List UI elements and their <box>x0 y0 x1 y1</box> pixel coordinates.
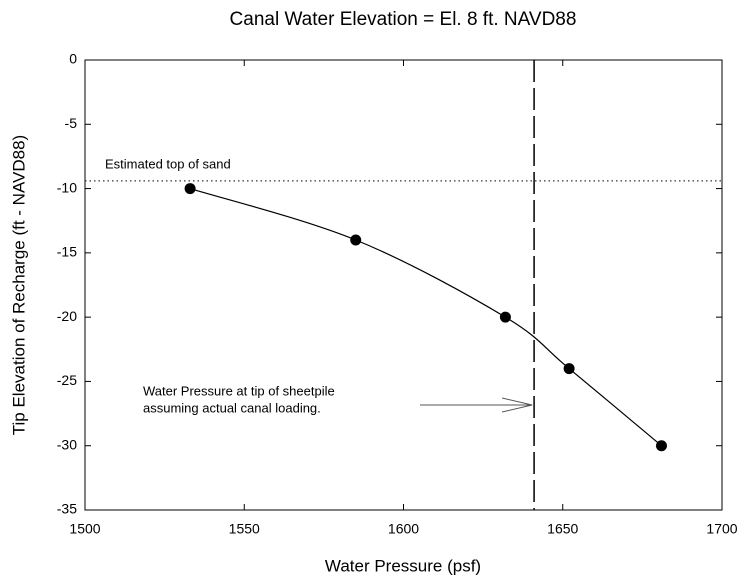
data-point <box>563 363 575 375</box>
y-tick-label: -20 <box>57 308 77 324</box>
y-tick-label: -25 <box>57 372 77 388</box>
x-tick-label: 1600 <box>388 521 419 537</box>
x-axis-label: Water Pressure (psf) <box>325 556 481 575</box>
y-tick-label: 0 <box>69 51 77 67</box>
annotation-arrowhead <box>501 397 533 413</box>
data-point <box>184 183 196 195</box>
y-tick-label: -10 <box>57 179 77 195</box>
x-tick-label: 1700 <box>706 521 737 537</box>
y-tick-label: -5 <box>65 115 78 131</box>
x-tick-label: 1550 <box>229 521 260 537</box>
reference-label: Estimated top of sand <box>105 156 231 171</box>
x-tick-label: 1500 <box>69 521 100 537</box>
chart-title: Canal Water Elevation = El. 8 ft. NAVD88 <box>230 9 577 30</box>
annotation: assuming actual canal loading. <box>143 400 321 415</box>
y-tick-label: -30 <box>57 436 77 452</box>
data-point <box>655 440 667 452</box>
annotation: Water Pressure at tip of sheetpile <box>143 383 335 398</box>
y-tick-label: -35 <box>57 501 77 517</box>
y-tick-label: -15 <box>57 244 77 260</box>
plot-frame <box>84 59 723 511</box>
data-point <box>350 234 362 246</box>
series-line <box>189 187 662 447</box>
data-point <box>499 311 511 323</box>
x-tick-label: 1650 <box>547 521 578 537</box>
y-axis-label: Tip Elevation of Recharge (ft - NAVD88) <box>9 135 28 435</box>
